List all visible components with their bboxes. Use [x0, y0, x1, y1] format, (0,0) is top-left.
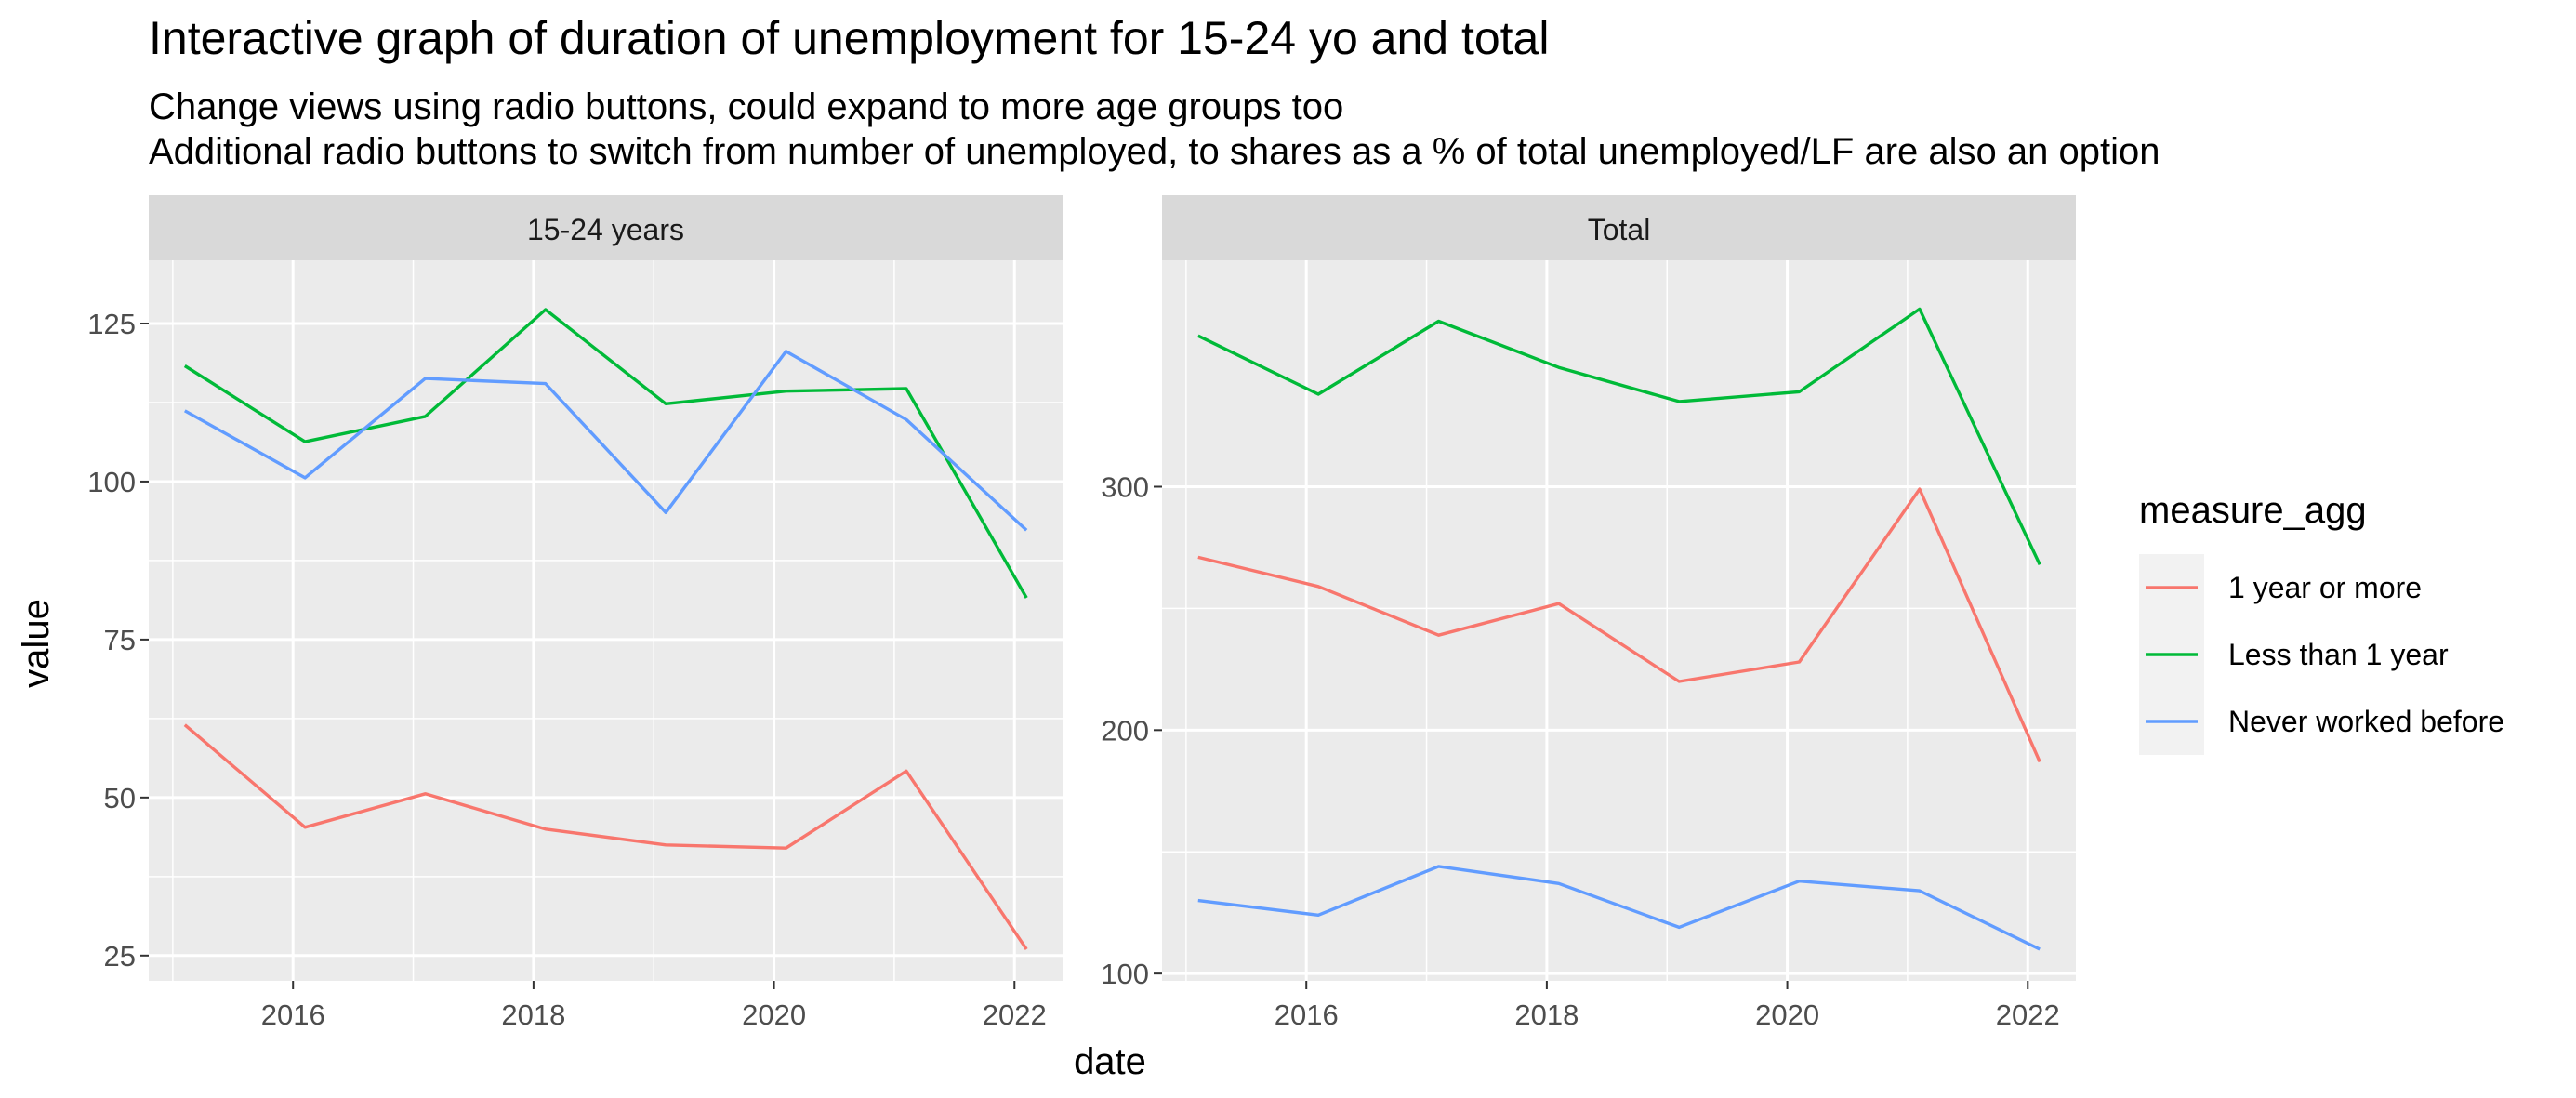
facet-strip-label-total: Total: [1588, 213, 1651, 246]
y-tick-label: 25: [104, 940, 136, 972]
facet-strip-15-24-years: [149, 195, 1063, 260]
panel-background-15-24-years: [149, 260, 1063, 981]
series-line-never-worked-before-total: [1197, 865, 2041, 951]
y-tick-label: 125: [87, 308, 136, 340]
series-line-1-year-or-more-total: [1197, 487, 2041, 763]
x-tick-label: 2016: [1275, 999, 1339, 1031]
legend-label-less-than-1-year: Less than 1 year: [2228, 638, 2449, 671]
series-line-less-than-1-year-15-24-years: [183, 308, 1028, 599]
x-axis-title: date: [1074, 1041, 1146, 1082]
chart-subtitle-line-1: Change views using radio buttons, could …: [149, 86, 1343, 127]
x-tick-label: 2018: [501, 999, 565, 1031]
facet-strip-total: [1162, 195, 2076, 260]
chart-subtitle-line-2: Additional radio buttons to switch from …: [149, 131, 2160, 172]
legend-items: 1 year or more Less than 1 year Never work…: [2139, 554, 2504, 755]
panel-total: Total 100 200 300 2016 2018 2020 2022: [1101, 195, 2076, 1031]
x-tick-label: 2020: [742, 999, 806, 1031]
series-line-less-than-1-year-total: [1197, 307, 2041, 566]
panel-background-total: [1162, 260, 2076, 981]
x-tick-label: 2020: [1755, 999, 1819, 1031]
legend-label-never-worked-before: Never worked before: [2228, 705, 2504, 738]
y-tick-label: 100: [87, 466, 136, 498]
legend: measure_agg 1 year or more Less than 1 ye…: [2139, 490, 2504, 755]
x-tick-label: 2022: [983, 999, 1047, 1031]
y-tick-label: 100: [1101, 958, 1149, 990]
legend-label-1-year-or-more: 1 year or more: [2228, 571, 2422, 604]
y-tick-label: 50: [104, 782, 136, 814]
panel-15-24-years: 15-24 years 25 50 75 100 125 2016 2018 2020 2022: [87, 195, 1063, 1031]
series-line-1-year-or-more-15-24-years: [183, 723, 1028, 950]
x-tick-label: 2016: [261, 999, 325, 1031]
chart-title: Interactive graph of duration of unemplo…: [149, 12, 1549, 64]
y-tick-label: 300: [1101, 470, 1149, 503]
x-tick-label: 2018: [1514, 999, 1579, 1031]
legend-title: measure_agg: [2139, 490, 2367, 531]
y-tick-label: 200: [1101, 714, 1149, 747]
series-line-never-worked-before-15-24-years: [183, 350, 1028, 532]
x-tick-label: 2022: [1996, 999, 2060, 1031]
facet-strip-label-15-24-years: 15-24 years: [527, 213, 684, 246]
y-tick-label: 75: [104, 624, 136, 656]
y-axis-title: value: [16, 599, 57, 688]
